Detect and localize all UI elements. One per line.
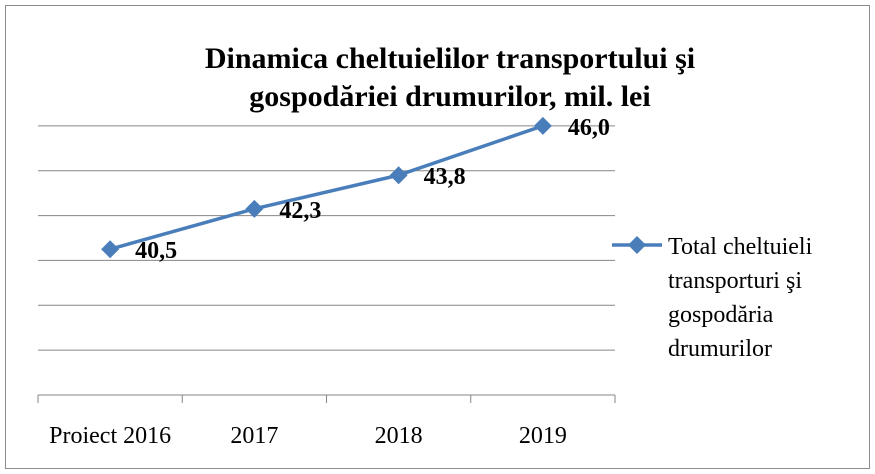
data-label: 40,5 xyxy=(135,238,177,264)
data-label: 46,0 xyxy=(568,115,610,141)
x-tick-label: 2019 xyxy=(519,423,567,449)
x-tick-label: 2017 xyxy=(230,423,278,449)
chart-title: Dinamica cheltuielilor transportului şi … xyxy=(204,42,696,113)
x-tick-label: Proiect 2016 xyxy=(49,423,171,449)
marker xyxy=(533,116,552,135)
legend-label: Total cheltuieli transporturi şi gospodă… xyxy=(668,234,813,362)
data-label: 43,8 xyxy=(424,164,466,190)
marker xyxy=(101,240,120,259)
marker xyxy=(389,166,408,185)
legend-marker xyxy=(628,236,646,254)
x-tick-label: 2018 xyxy=(375,423,423,449)
line xyxy=(109,124,544,251)
data-label: 42,3 xyxy=(279,198,321,224)
marker xyxy=(245,199,264,218)
